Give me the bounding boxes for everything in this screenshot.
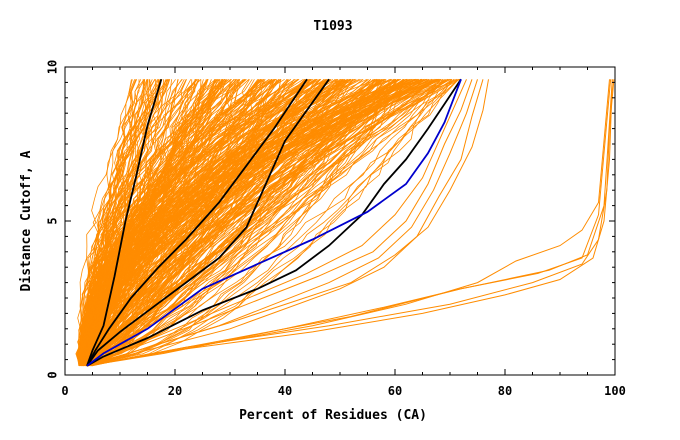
model-line: [86, 78, 420, 366]
model-line: [85, 79, 399, 367]
highlight-model-line: [86, 78, 330, 367]
model-line: [85, 78, 413, 366]
model-line: [80, 79, 163, 366]
model-line: [89, 79, 309, 367]
highlight-model-line: [86, 79, 163, 367]
model-line: [84, 79, 223, 366]
model-line: [86, 79, 612, 367]
model-line: [77, 78, 412, 366]
model-line: [91, 78, 404, 367]
y-tick-label: 5: [46, 217, 60, 224]
model-line: [81, 78, 352, 366]
model-line: [86, 79, 489, 367]
model-line: [84, 79, 337, 367]
model-line: [82, 79, 385, 367]
model-line: [83, 79, 452, 367]
model-line: [82, 78, 354, 366]
series-lines: [86, 78, 615, 367]
model-line: [90, 79, 266, 366]
model-line: [86, 79, 610, 367]
model-line: [81, 79, 357, 367]
y-axis-label: Distance Cutoff, A: [19, 150, 34, 291]
model-line: [90, 79, 202, 366]
model-line: [79, 79, 148, 366]
model-line: [82, 79, 227, 366]
model-line: [86, 79, 442, 367]
x-tick-label: 0: [61, 384, 68, 398]
x-tick-label: 40: [278, 384, 292, 398]
chart-title: T1093: [313, 19, 352, 34]
x-tick-label: 100: [604, 384, 626, 398]
model-line: [85, 79, 455, 367]
model-line: [90, 79, 445, 367]
model-line: [79, 79, 239, 366]
model-line: [86, 79, 615, 367]
model-line: [89, 79, 379, 367]
bundle-lines: [75, 78, 461, 367]
y-tick-label: 0: [46, 371, 60, 378]
model-line: [86, 79, 478, 367]
x-tick-label: 60: [388, 384, 402, 398]
model-line: [90, 79, 444, 367]
model-line: [85, 78, 275, 366]
highlight-model-line: [86, 78, 462, 367]
model-line: [90, 78, 219, 366]
model-line: [87, 79, 144, 366]
model-line: [78, 79, 161, 366]
model-line: [81, 78, 411, 367]
model-line: [82, 78, 372, 367]
selected-model-line: [86, 78, 462, 367]
x-axis: 0 20 40 60 80 100: [61, 67, 626, 398]
model-line: [78, 78, 318, 366]
model-line: [91, 79, 239, 367]
model-line: [79, 79, 376, 367]
highlight-model-line: [86, 78, 308, 367]
y-tick-label: 10: [46, 60, 60, 74]
model-line: [77, 78, 329, 366]
x-axis-label: Percent of Residues (CA): [239, 408, 427, 423]
model-line: [87, 78, 458, 367]
model-line: [82, 79, 280, 367]
model-line: [88, 79, 397, 367]
model-line: [85, 79, 374, 366]
model-line: [77, 79, 198, 366]
model-line: [80, 79, 430, 367]
model-line: [86, 79, 473, 367]
y-axis: 0 5 10: [46, 60, 615, 379]
x-tick-label: 20: [168, 384, 182, 398]
model-line: [78, 79, 276, 367]
model-line: [81, 78, 439, 366]
model-line: [88, 79, 331, 366]
model-line: [82, 79, 403, 367]
x-tick-label: 80: [498, 384, 512, 398]
model-line: [77, 79, 171, 366]
model-line: [81, 79, 244, 366]
model-line: [86, 79, 467, 367]
model-line: [88, 79, 132, 366]
model-line: [82, 79, 441, 367]
